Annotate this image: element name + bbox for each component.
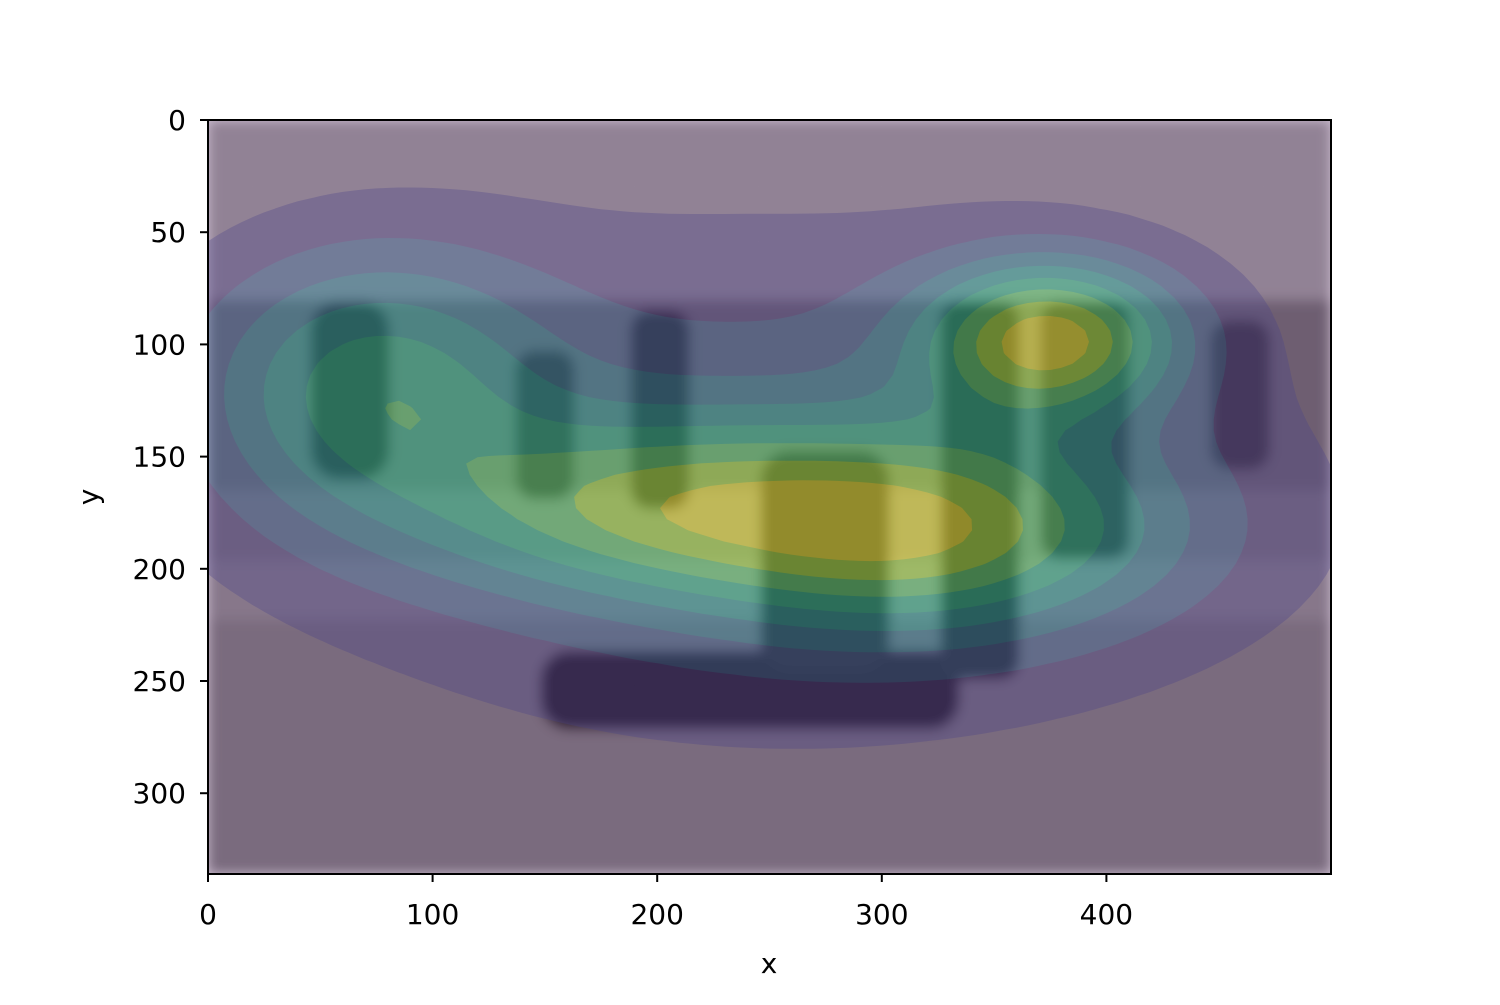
y-tick-label: 250 bbox=[133, 665, 186, 698]
y-axis-label: y bbox=[72, 489, 105, 506]
contour-band-7 bbox=[574, 301, 1113, 581]
y-tick-label: 100 bbox=[133, 328, 186, 361]
contour-band-3 bbox=[224, 252, 1196, 653]
density-contours bbox=[208, 120, 1331, 874]
contour-band-1 bbox=[208, 187, 1331, 749]
y-tick-label: 150 bbox=[133, 441, 186, 474]
x-tick-label: 200 bbox=[630, 898, 683, 931]
y-tick-label: 50 bbox=[150, 216, 186, 249]
x-axis-label: x bbox=[761, 947, 778, 980]
contour-band-8 bbox=[660, 316, 1089, 562]
axes-frame bbox=[207, 119, 1332, 875]
x-tick-label: 300 bbox=[855, 898, 908, 931]
background-photo bbox=[208, 120, 1331, 874]
x-tick-label: 100 bbox=[406, 898, 459, 931]
y-axis-ticks: 0 50 100 150 200 250 300 bbox=[133, 104, 208, 810]
contour-band-4 bbox=[263, 265, 1172, 631]
x-tick-label: 0 bbox=[199, 898, 217, 931]
y-tick-label: 300 bbox=[133, 777, 186, 810]
contour-band-2 bbox=[208, 234, 1248, 683]
x-tick-label: 400 bbox=[1080, 898, 1133, 931]
y-tick-label: 200 bbox=[133, 553, 186, 586]
contour-band-6 bbox=[385, 289, 1133, 597]
x-axis-ticks: 0 100 200 300 400 bbox=[199, 874, 1133, 931]
y-tick-label: 0 bbox=[168, 104, 186, 137]
contour-band-5 bbox=[305, 277, 1152, 614]
plot-area bbox=[208, 120, 1331, 874]
contour-band-0 bbox=[208, 120, 1331, 874]
